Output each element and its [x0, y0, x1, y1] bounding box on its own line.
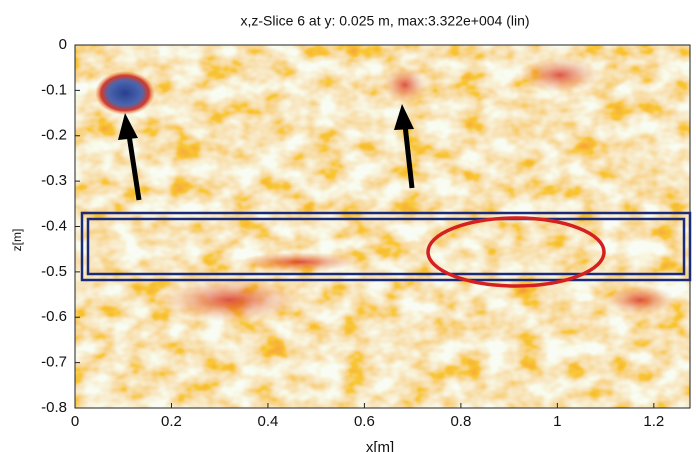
x-tick-label: 1 [553, 413, 561, 430]
annotations [80, 104, 692, 288]
x-tick-label: 0.4 [258, 413, 279, 430]
y-tick-label: -0.1 [41, 81, 67, 98]
highlight-box [86, 217, 686, 276]
y-tick-label: 0 [59, 36, 67, 53]
x-tick-label: 0 [71, 413, 79, 430]
y-tick-label: -0.5 [41, 263, 67, 280]
highlight-box [80, 211, 692, 282]
highlight-ellipse [426, 216, 606, 288]
arrow-head [118, 113, 138, 140]
y-tick-label: -0.6 [41, 308, 67, 325]
x-tick-label: 1.2 [643, 413, 664, 430]
chart-title: x,z-Slice 6 at y: 0.025 m, max:3.322e+00… [240, 13, 529, 29]
x-axis-label: x[m] [366, 439, 394, 452]
y-axis-label: z[m] [10, 229, 24, 252]
arrow [126, 134, 142, 201]
y-tick-label: -0.4 [41, 217, 67, 234]
y-tick-label: -0.8 [41, 399, 67, 416]
x-tick-label: 0.8 [450, 413, 471, 430]
x-tick-label: 0.2 [161, 413, 182, 430]
arrow-head [394, 104, 414, 130]
y-tick-label: -0.2 [41, 127, 67, 144]
y-tick-label: -0.3 [41, 172, 67, 189]
y-tick-label: -0.7 [41, 354, 67, 371]
heatmap-image [75, 45, 690, 408]
x-tick-label: 0.6 [354, 413, 375, 430]
arrow [402, 124, 415, 189]
